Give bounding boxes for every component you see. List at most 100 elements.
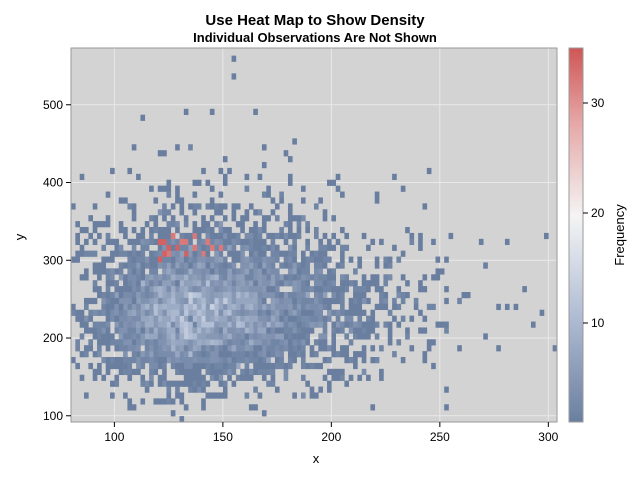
heatmap-cell — [214, 345, 219, 352]
heatmap-cell — [261, 215, 267, 222]
heatmap-cell — [300, 268, 306, 275]
heatmap-cell — [188, 262, 193, 269]
heatmap-cell — [101, 244, 107, 251]
heatmap-cell — [205, 303, 211, 311]
heatmap-cell — [170, 327, 176, 334]
heatmap-cell — [270, 309, 276, 316]
heatmap-cell — [157, 226, 163, 234]
heatmap-cell — [261, 280, 267, 287]
heatmap-cell — [300, 345, 306, 352]
heatmap-cell — [370, 404, 376, 411]
heatmap-cell — [179, 232, 185, 240]
heatmap-cell — [296, 280, 302, 287]
heatmap-cell — [266, 280, 271, 287]
heatmap-cell — [248, 244, 254, 251]
heatmap-cell — [162, 368, 167, 376]
heatmap-cell — [305, 268, 310, 275]
heatmap-cell — [97, 268, 102, 275]
heatmap-cell — [266, 345, 271, 352]
heatmap-cell — [274, 333, 280, 340]
heatmap-cell — [131, 268, 137, 275]
heatmap-cell — [222, 203, 228, 210]
heatmap-cell — [157, 398, 163, 405]
heatmap-cell — [227, 315, 232, 322]
heatmap-cell — [331, 215, 336, 222]
heatmap-cell — [162, 297, 167, 305]
heatmap-cell — [431, 339, 436, 346]
heatmap-cell — [222, 303, 228, 311]
heatmap-cell — [162, 150, 167, 157]
heatmap-cell — [183, 232, 189, 240]
heatmap-cell — [166, 357, 172, 364]
heatmap-cell — [504, 238, 510, 246]
heatmap-cell — [318, 303, 323, 311]
heatmap-cell — [170, 238, 176, 246]
heatmap-cell — [344, 321, 350, 328]
heatmap-cell — [374, 274, 380, 281]
heatmap-cell — [266, 274, 271, 281]
heatmap-cell — [201, 268, 206, 275]
heatmap-cell — [214, 291, 219, 299]
heatmap-cell — [127, 315, 133, 322]
heatmap-cell — [205, 286, 211, 293]
heatmap-cell — [183, 374, 189, 381]
heatmap-cell — [71, 303, 76, 311]
heatmap-cell — [170, 268, 176, 275]
heatmap-cell — [84, 303, 89, 311]
heatmap-cell — [183, 256, 189, 263]
heatmap-cell — [127, 357, 133, 364]
heatmap-cell — [209, 362, 215, 370]
heatmap-cell — [244, 327, 250, 334]
heatmap-cell — [101, 327, 107, 334]
heatmap-cell — [214, 333, 219, 340]
heatmap-cell — [253, 315, 258, 322]
plot-frame — [70, 47, 558, 423]
heatmap-cell — [205, 297, 211, 305]
heatmap-cell — [227, 357, 232, 364]
heatmap-cell — [218, 256, 224, 263]
heatmap-cell — [127, 167, 133, 175]
heatmap-cell — [192, 357, 198, 364]
heatmap-cell — [235, 357, 241, 364]
heatmap-cell — [309, 362, 315, 370]
heatmap-cell — [105, 327, 111, 334]
heatmap-cell — [457, 297, 462, 305]
heatmap-cell — [374, 191, 380, 198]
heatmap-cell — [118, 268, 124, 275]
heatmap-cell — [274, 351, 280, 358]
heatmap-cell — [88, 327, 93, 334]
heatmap-cell — [314, 226, 319, 234]
heatmap-cell — [170, 309, 176, 316]
heatmap-cell — [136, 351, 141, 358]
heatmap-cell — [88, 250, 93, 257]
heatmap-cell — [179, 303, 185, 311]
heatmap-cell — [179, 291, 185, 299]
heatmap-cell — [205, 203, 211, 210]
heatmap-cell — [279, 351, 284, 358]
heatmap-cell — [166, 315, 172, 322]
heatmap-cell — [400, 357, 406, 364]
heatmap-cell — [153, 321, 159, 328]
heatmap-cell — [144, 297, 150, 305]
heatmap-cell — [149, 339, 154, 346]
heatmap-cell — [110, 250, 115, 257]
heatmap-cell — [88, 297, 93, 305]
heatmap-cell — [201, 404, 206, 411]
heatmap-cell — [183, 327, 189, 334]
heatmap-cell — [257, 226, 263, 234]
heatmap-cell — [196, 268, 202, 275]
colorbar-label: Frequency — [612, 204, 627, 266]
heatmap-cell — [131, 357, 137, 364]
heatmap-cell — [127, 280, 133, 287]
heatmap-cell — [175, 221, 180, 228]
heatmap-cell — [327, 386, 332, 393]
heatmap-cell — [196, 386, 202, 393]
heatmap-cell — [209, 351, 215, 358]
heatmap-cell — [136, 238, 141, 246]
heatmap-cell — [127, 368, 133, 376]
heatmap-cell — [127, 339, 133, 346]
heatmap-cell — [162, 232, 167, 240]
heatmap-cell — [405, 333, 410, 340]
heatmap-cell — [162, 250, 167, 257]
heatmap-cell — [366, 297, 371, 305]
